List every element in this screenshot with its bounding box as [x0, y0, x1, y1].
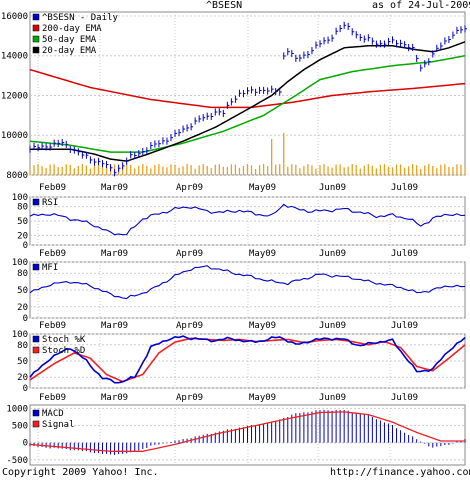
month-label-jul09: Jul09: [391, 249, 418, 259]
y-tick-label: 100: [12, 258, 28, 268]
ema50-line: [29, 54, 466, 153]
y-tick-label: 20: [17, 231, 28, 241]
legend-label: 20-day EMA: [42, 46, 97, 56]
y-tick-label: 20: [17, 303, 28, 313]
legend-label: ^BSESN - Daily: [42, 13, 118, 23]
stoch-k-line: [29, 335, 466, 384]
copyright-text: Copyright 2009 Yahoo! Inc.: [2, 467, 159, 478]
legend-label: 50-day EMA: [42, 35, 97, 45]
rsi-line: [29, 203, 466, 236]
y-tick-label: 14000: [1, 52, 28, 62]
y-tick-label: 0: [23, 439, 28, 449]
ema20-line: [30, 41, 466, 162]
y-tick-label: 50: [17, 286, 28, 296]
ema200-line: [29, 68, 466, 109]
y-tick-label: 20: [17, 373, 28, 383]
legend-label: MACD: [42, 409, 64, 419]
y-tick-label: 10000: [1, 131, 28, 141]
legend-swatch: [32, 409, 40, 417]
month-label-feb09: Feb09: [39, 249, 66, 259]
y-tick-label: 50: [17, 217, 28, 227]
month-label-may09: May09: [249, 393, 276, 403]
legend-swatch: [32, 198, 40, 206]
y-tick-label: -500: [6, 456, 28, 466]
y-tick-label: 12000: [1, 91, 28, 101]
legend-label: Stoch %K: [42, 335, 86, 345]
legend-label: RSI: [42, 198, 58, 208]
y-tick-label: 80: [17, 341, 28, 351]
month-label-mar09: Mar09: [101, 183, 128, 193]
month-label-jun09: Jun09: [319, 321, 346, 331]
month-label-jul09: Jul09: [391, 321, 418, 331]
legend-swatch: [32, 35, 40, 43]
mfi-line: [29, 265, 466, 300]
month-label-jun09: Jun09: [319, 249, 346, 259]
y-tick-label: 0: [23, 314, 28, 324]
month-label-apr09: Apr09: [176, 393, 203, 403]
chart-date: as of 24-Jul-2009: [372, 0, 470, 11]
month-label-mar09: Mar09: [101, 321, 128, 331]
legend-label: 200-day EMA: [42, 24, 102, 34]
month-label-jun09: Jun09: [319, 393, 346, 403]
month-label-may09: May09: [249, 321, 276, 331]
month-label-feb09: Feb09: [39, 183, 66, 193]
y-tick-label: 1000: [6, 404, 28, 414]
month-label-jul09: Jul09: [391, 393, 418, 403]
legend-swatch: [32, 346, 40, 354]
legend-swatch: [32, 13, 40, 21]
y-tick-label: 0: [23, 384, 28, 394]
month-label-mar09: Mar09: [101, 393, 128, 403]
month-label-apr09: Apr09: [176, 321, 203, 331]
month-label-may09: May09: [249, 183, 276, 193]
month-label-jun09: Jun09: [319, 183, 346, 193]
month-label-feb09: Feb09: [39, 321, 66, 331]
month-label-apr09: Apr09: [176, 183, 203, 193]
legend-swatch: [32, 24, 40, 32]
legend-swatch: [32, 46, 40, 54]
month-label-may09: May09: [249, 249, 276, 259]
month-label-apr09: Apr09: [176, 249, 203, 259]
legend-swatch: [32, 335, 40, 343]
macd-signal-line: [29, 411, 465, 452]
y-tick-label: 80: [17, 269, 28, 279]
legend-label: Signal: [42, 420, 75, 430]
y-tick-label: 100: [12, 193, 28, 203]
y-tick-label: 50: [17, 357, 28, 367]
y-tick-label: 8000: [6, 171, 28, 181]
y-tick-label: 500: [12, 422, 28, 432]
chart-symbol: ^BSESN: [206, 0, 243, 11]
month-label-jul09: Jul09: [391, 183, 418, 193]
source-url[interactable]: http://finance.yahoo.com/: [330, 467, 470, 478]
month-label-feb09: Feb09: [39, 393, 66, 403]
legend-label: Stoch %D: [42, 346, 85, 356]
month-label-mar09: Mar09: [101, 249, 128, 259]
y-tick-label: 0: [23, 241, 28, 251]
y-tick-label: 16000: [1, 12, 28, 22]
legend-label: MFI: [42, 263, 58, 273]
legend-swatch: [32, 263, 40, 271]
y-tick-label: 100: [12, 330, 28, 340]
y-tick-label: 80: [17, 203, 28, 213]
legend-swatch: [32, 420, 40, 428]
